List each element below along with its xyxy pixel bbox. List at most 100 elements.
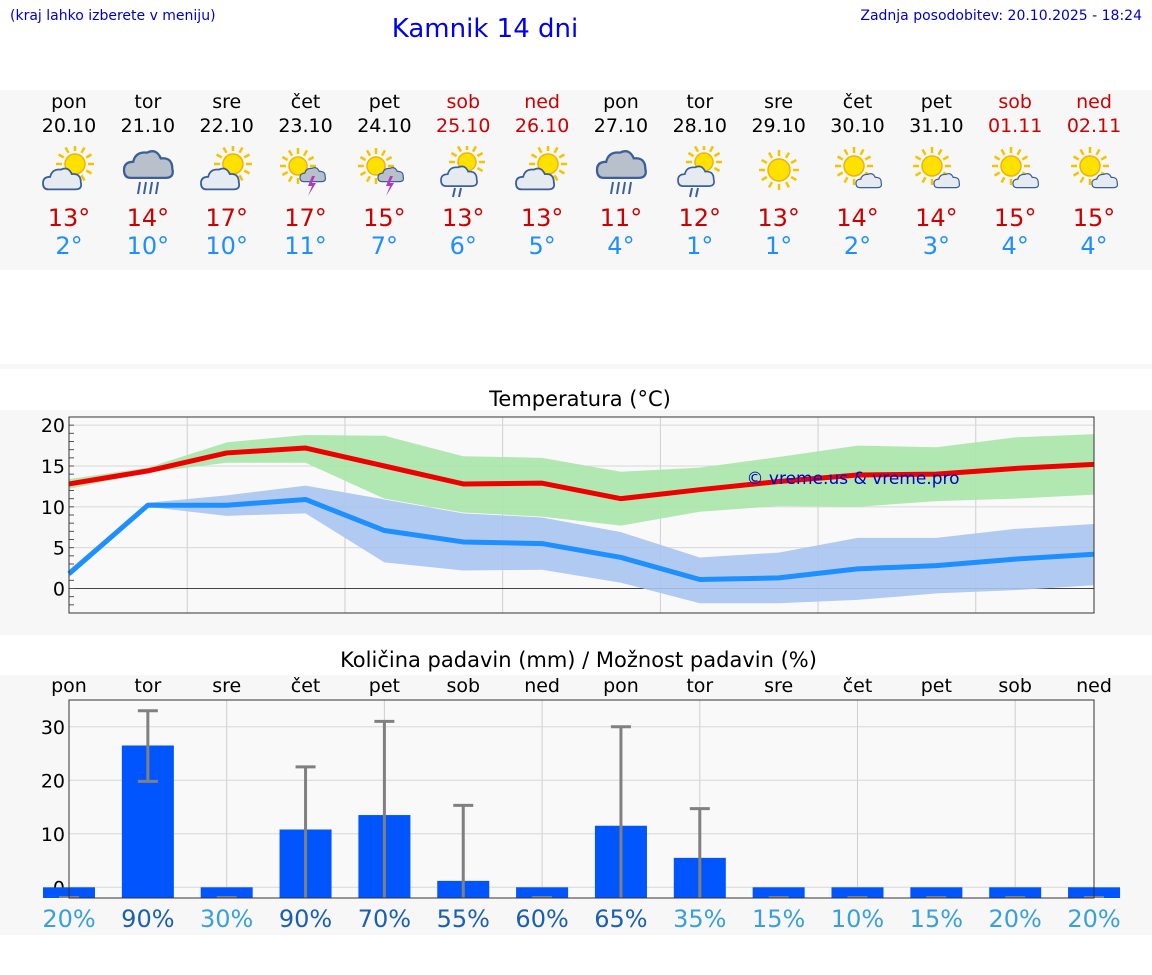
partly-cloudy-icon: [515, 146, 568, 191]
y-tick-label: 10: [41, 824, 65, 846]
x-category-label: pet: [921, 675, 952, 697]
precipitation-probability: 90%: [121, 905, 174, 933]
day-column: sob 01.11 15° 4°: [976, 90, 1054, 260]
y-tick-label: 30: [41, 717, 65, 739]
max-temperature: 17°: [205, 204, 248, 232]
precipitation-bar: [516, 887, 569, 898]
min-temperature: 3°: [922, 232, 950, 260]
precipitation-chart-title: Količina padavin (mm) / Možnost padavin …: [340, 648, 817, 672]
precipitation-probability: 90%: [279, 905, 332, 933]
x-category-label: sre: [212, 675, 241, 697]
precipitation-probability: 65%: [594, 905, 647, 933]
min-temperature: 2°: [843, 232, 872, 260]
location-hint: (kraj lahko izberete v meniju): [10, 8, 216, 24]
day-date: 23.10: [278, 115, 333, 137]
min-temperature: 7°: [370, 232, 399, 260]
max-temperature: 13°: [441, 204, 485, 232]
day-date: 01.11: [987, 115, 1043, 137]
precipitation-bar: [910, 887, 963, 898]
precipitation-chart: 0102030pontorsrečetpetsobnedpontorsrečet…: [41, 675, 1121, 933]
precipitation-probability: 15%: [910, 905, 963, 933]
max-temperature: 17°: [284, 204, 327, 232]
day-name: ned: [1076, 91, 1112, 113]
day-name: pon: [603, 91, 639, 113]
day-column: tor 21.10 14° 10°: [109, 90, 187, 260]
day-date: 25.10: [436, 115, 491, 137]
sun-icon: [758, 150, 799, 190]
separator: [0, 364, 1152, 369]
day-date: 28.10: [672, 115, 727, 137]
day-name: pet: [920, 91, 952, 113]
precipitation-probability: 20%: [989, 905, 1042, 933]
partly-cloudy-icon: [42, 146, 94, 191]
plot-frame: [68, 416, 1095, 614]
precipitation-bar: [200, 887, 253, 898]
sun-cloud-rain-icon: [676, 146, 722, 198]
precipitation-probability: 30%: [200, 905, 253, 933]
day-name: sob: [998, 91, 1032, 113]
last-updated: Zadnja posodobitev: 20.10.2025 - 18:24: [860, 8, 1142, 24]
day-name: sre: [212, 91, 242, 113]
min-temperature: 6°: [449, 232, 477, 260]
x-category-label: čet: [291, 675, 321, 697]
day-column: pon 27.10 11° 4°: [582, 90, 660, 260]
precipitation-probability: 20%: [1067, 905, 1120, 933]
plot-area: [69, 700, 1094, 898]
day-date: 26.10: [514, 115, 570, 137]
day-date: 30.10: [830, 115, 885, 137]
sun-thunderstorm-icon: [279, 148, 326, 196]
day-column: pet 24.10 15° 7°: [345, 90, 423, 260]
max-temperature: 15°: [1072, 204, 1116, 232]
partly-cloudy-icon: [199, 146, 252, 191]
max-temperature: 13°: [757, 204, 800, 232]
max-temperature-line: [68, 445, 1095, 502]
temperature-chart-title: Temperatura (°C): [489, 387, 671, 411]
day-date: 27.10: [593, 115, 649, 137]
y-tick-label: 0: [53, 579, 65, 601]
y-tick-label: 15: [41, 456, 65, 478]
precipitation-probability: 60%: [515, 905, 568, 933]
x-category-label: čet: [843, 675, 873, 697]
day-name: čet: [290, 91, 321, 113]
day-name: sob: [446, 91, 481, 113]
watermark: © vreme.us & vreme.pro: [746, 469, 959, 489]
x-category-label: pon: [51, 675, 87, 697]
y-tick-label: 20: [41, 770, 65, 792]
day-column: sre 22.10 17° 10°: [188, 90, 266, 260]
day-column: čet 23.10 17° 11°: [267, 90, 345, 260]
max-temperature: 13°: [47, 204, 91, 232]
day-column: ned 02.11 15° 4°: [1055, 90, 1133, 260]
day-column: ned 26.10 13° 5°: [503, 90, 581, 260]
max-temperature-band: [69, 434, 1095, 526]
min-temperature: 2°: [55, 232, 83, 260]
max-temperature: 14°: [915, 204, 958, 232]
precipitation-probability: 15%: [752, 905, 805, 933]
page-title: Kamnik 14 dni: [391, 14, 579, 44]
min-temperature: 1°: [686, 232, 714, 260]
x-category-label: pet: [369, 675, 400, 697]
rain-cloud-icon: [595, 150, 647, 195]
y-tick-label: 10: [41, 497, 65, 519]
daily-forecast-strip: pon 20.10 13° 2° tor 21.10 14° 10° sre 22.10 17…: [0, 90, 1152, 270]
x-category-label: tor: [134, 675, 161, 697]
x-category-label: tor: [686, 675, 713, 697]
precipitation-bar: [752, 887, 805, 898]
min-temperature: 10°: [205, 232, 248, 260]
sun-small-cloud-icon: [992, 147, 1040, 189]
max-temperature: 14°: [126, 204, 170, 232]
day-date: 20.10: [41, 115, 97, 137]
precipitation-probability: 70%: [358, 905, 411, 933]
max-temperature: 14°: [836, 204, 879, 232]
day-column: pet 31.10 14° 3°: [897, 90, 975, 260]
day-date: 02.11: [1066, 115, 1122, 137]
day-date: 24.10: [357, 115, 412, 137]
precipitation-probability: 10%: [831, 905, 884, 933]
sun-small-cloud-icon: [834, 147, 882, 189]
precipitation-probability: 55%: [437, 905, 490, 933]
min-temperature: 4°: [1001, 232, 1029, 260]
sun-cloud-rain-icon: [440, 146, 486, 198]
sun-small-cloud-icon: [913, 147, 961, 189]
day-date: 21.10: [120, 115, 176, 137]
day-name: tor: [686, 91, 714, 113]
x-category-label: ned: [524, 675, 560, 697]
